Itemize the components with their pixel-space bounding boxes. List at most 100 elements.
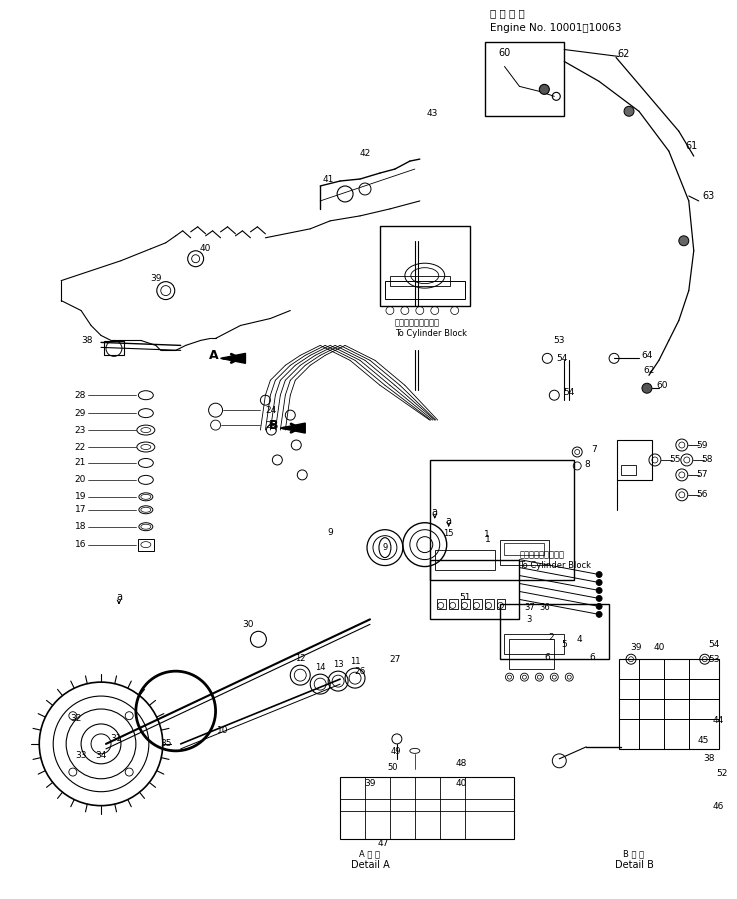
Text: Detail B: Detail B	[615, 860, 654, 870]
Text: 61: 61	[685, 141, 698, 151]
Text: 60: 60	[498, 49, 511, 58]
Bar	[505, 635, 565, 654]
Text: 41: 41	[323, 174, 334, 183]
Text: 32: 32	[71, 715, 82, 724]
Text: 34: 34	[95, 752, 107, 761]
Text: 24: 24	[265, 405, 276, 414]
Text: 5: 5	[562, 640, 567, 649]
Bar	[619, 659, 719, 749]
Text: 40: 40	[456, 779, 467, 788]
Text: 40: 40	[653, 643, 665, 652]
Text: 53: 53	[708, 654, 719, 663]
Text: 62: 62	[643, 366, 654, 375]
Text: 12: 12	[295, 654, 306, 663]
Text: 50: 50	[388, 763, 398, 772]
Circle shape	[596, 611, 602, 618]
Bar	[509, 639, 554, 669]
Text: 37: 37	[524, 603, 535, 612]
Text: 39: 39	[630, 643, 642, 652]
Text: To Cylinder Block: To Cylinder Block	[395, 329, 467, 338]
Text: 45: 45	[698, 736, 710, 745]
Text: 22: 22	[75, 442, 86, 451]
Text: 64: 64	[641, 351, 653, 360]
Text: 62: 62	[618, 49, 630, 59]
Text: 51: 51	[459, 593, 470, 602]
Bar	[380, 226, 469, 306]
Text: 29: 29	[74, 409, 86, 418]
Text: 21: 21	[74, 458, 86, 467]
Text: 49: 49	[391, 747, 401, 756]
Bar	[484, 41, 565, 116]
Text: 1: 1	[485, 535, 490, 544]
Text: 38: 38	[703, 754, 714, 763]
Text: 56: 56	[696, 490, 708, 499]
Circle shape	[596, 587, 602, 593]
Text: 1: 1	[483, 530, 489, 539]
Text: a: a	[116, 592, 122, 602]
Text: 55: 55	[669, 456, 680, 465]
Text: 15: 15	[444, 530, 454, 539]
Bar	[505, 543, 545, 555]
Text: 適 用 号 機: 適 用 号 機	[489, 9, 524, 19]
Bar	[461, 600, 469, 610]
Text: 9: 9	[383, 543, 388, 552]
Text: 39: 39	[364, 779, 376, 788]
Text: 48: 48	[456, 760, 467, 769]
Text: 20: 20	[74, 476, 86, 485]
Text: 43: 43	[426, 109, 438, 118]
Text: 26: 26	[354, 667, 366, 676]
Text: B 詳 述: B 詳 述	[624, 849, 645, 858]
Bar	[500, 604, 609, 659]
Text: 11: 11	[350, 656, 360, 665]
Text: 6: 6	[545, 653, 551, 662]
Text: 17: 17	[74, 505, 86, 514]
Text: 14: 14	[315, 663, 326, 672]
Text: 13: 13	[333, 660, 343, 669]
Text: 16: 16	[74, 540, 86, 549]
Text: 33: 33	[75, 752, 87, 761]
Text: 47: 47	[377, 839, 388, 848]
Bar	[617, 440, 652, 480]
Text: Engine No. 10001～10063: Engine No. 10001～10063	[489, 22, 621, 32]
Text: 4: 4	[576, 635, 582, 644]
Text: 36: 36	[539, 603, 550, 612]
Bar	[430, 559, 520, 619]
Text: 3: 3	[527, 615, 532, 624]
Text: 6: 6	[590, 653, 595, 662]
Text: シリンダブロックへ: シリンダブロックへ	[520, 550, 565, 559]
Bar	[340, 777, 514, 839]
Text: 52: 52	[716, 770, 727, 779]
Bar	[437, 600, 446, 610]
Text: 44: 44	[713, 717, 724, 725]
Text: 54: 54	[708, 640, 719, 649]
Text: 54: 54	[564, 387, 575, 396]
Bar	[497, 600, 506, 610]
Circle shape	[596, 603, 602, 610]
Text: a: a	[446, 516, 452, 526]
Text: 28: 28	[74, 391, 86, 400]
Text: a: a	[432, 507, 438, 517]
Bar	[621, 465, 636, 475]
Text: 40: 40	[200, 245, 212, 254]
Text: 19: 19	[74, 493, 86, 502]
Bar	[449, 600, 458, 610]
Polygon shape	[280, 423, 305, 433]
Text: 23: 23	[74, 425, 86, 434]
Text: 53: 53	[553, 336, 565, 345]
Text: Detail A: Detail A	[351, 860, 389, 870]
Bar	[390, 276, 450, 286]
Bar	[500, 539, 549, 565]
Bar	[104, 342, 124, 355]
Bar	[385, 280, 464, 298]
Circle shape	[596, 595, 602, 601]
Text: 60: 60	[656, 381, 668, 390]
Bar	[484, 600, 494, 610]
Text: 18: 18	[74, 522, 86, 531]
Text: 38: 38	[81, 336, 93, 345]
Text: 8: 8	[584, 460, 590, 469]
Bar	[138, 539, 154, 550]
Text: 58: 58	[701, 456, 713, 465]
Text: 59: 59	[696, 441, 708, 450]
Circle shape	[596, 580, 602, 585]
Text: 7: 7	[591, 446, 597, 455]
